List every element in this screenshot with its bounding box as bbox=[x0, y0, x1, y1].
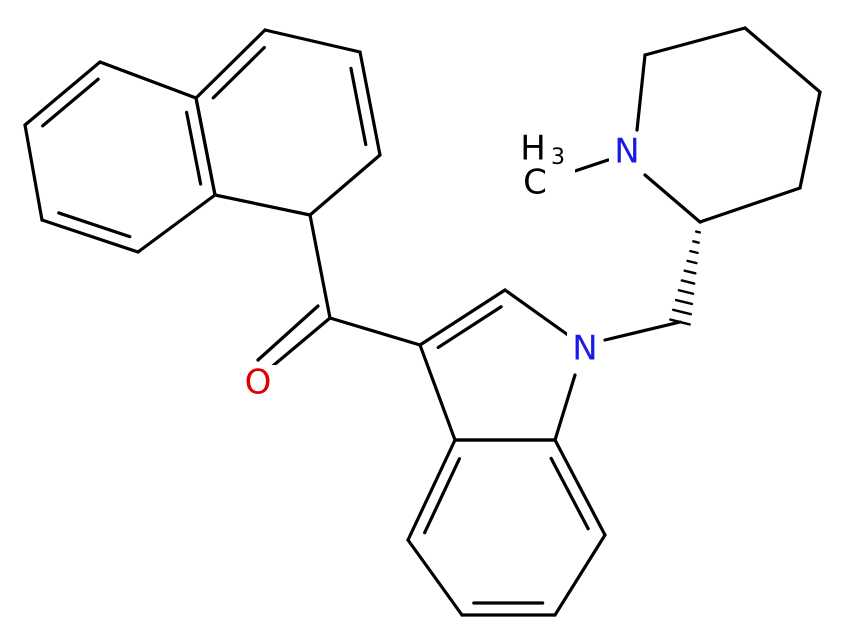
bond bbox=[674, 298, 694, 306]
bond bbox=[308, 153, 382, 217]
bond bbox=[308, 213, 332, 320]
bond bbox=[570, 158, 610, 174]
bond bbox=[211, 45, 266, 100]
bond bbox=[57, 211, 132, 239]
bond bbox=[549, 456, 590, 531]
bond bbox=[698, 186, 802, 224]
bond bbox=[349, 66, 368, 147]
bond bbox=[418, 288, 507, 347]
bond bbox=[680, 279, 696, 285]
bond bbox=[266, 316, 332, 372]
bond bbox=[423, 457, 462, 535]
piperidine-nitrogen-label: N bbox=[614, 132, 639, 172]
bond bbox=[553, 438, 607, 537]
bond bbox=[98, 60, 198, 100]
bond bbox=[194, 28, 267, 100]
bond bbox=[692, 240, 700, 244]
bond bbox=[40, 218, 140, 254]
label-background bbox=[240, 365, 276, 403]
bond bbox=[358, 50, 382, 157]
bond bbox=[643, 26, 747, 57]
bond bbox=[603, 320, 682, 342]
bond bbox=[686, 259, 698, 265]
bond bbox=[194, 96, 217, 197]
bond bbox=[798, 90, 822, 190]
label-background bbox=[515, 130, 575, 202]
bond bbox=[41, 77, 100, 128]
bond bbox=[436, 305, 503, 350]
bond bbox=[406, 538, 464, 617]
bond bbox=[213, 193, 312, 217]
bond bbox=[643, 173, 702, 224]
bond bbox=[677, 289, 695, 295]
bond bbox=[23, 60, 102, 127]
oxygen-label: O bbox=[245, 363, 272, 403]
label-background bbox=[609, 133, 645, 173]
bond bbox=[669, 318, 691, 326]
bond bbox=[406, 438, 457, 542]
bond bbox=[743, 26, 822, 94]
bond bbox=[23, 123, 44, 222]
bond bbox=[683, 269, 697, 275]
atom-labels: O N N H 3 C bbox=[240, 129, 645, 403]
bond bbox=[694, 230, 702, 234]
bond bbox=[136, 193, 217, 254]
bond bbox=[418, 343, 457, 442]
bond bbox=[503, 288, 570, 337]
bond bbox=[671, 308, 693, 316]
methyl-c: C bbox=[523, 163, 547, 203]
methyl-h: H bbox=[520, 129, 546, 169]
bond bbox=[328, 316, 422, 347]
bond bbox=[689, 249, 699, 255]
bond bbox=[553, 533, 607, 617]
bond bbox=[263, 28, 362, 54]
label-background bbox=[567, 330, 603, 370]
bond bbox=[553, 373, 577, 442]
bond bbox=[635, 53, 647, 132]
bonds bbox=[23, 26, 822, 617]
bond bbox=[184, 110, 203, 186]
methyl-subscript: 3 bbox=[551, 145, 565, 170]
bond bbox=[256, 304, 320, 362]
indole-nitrogen-label: N bbox=[572, 329, 597, 369]
